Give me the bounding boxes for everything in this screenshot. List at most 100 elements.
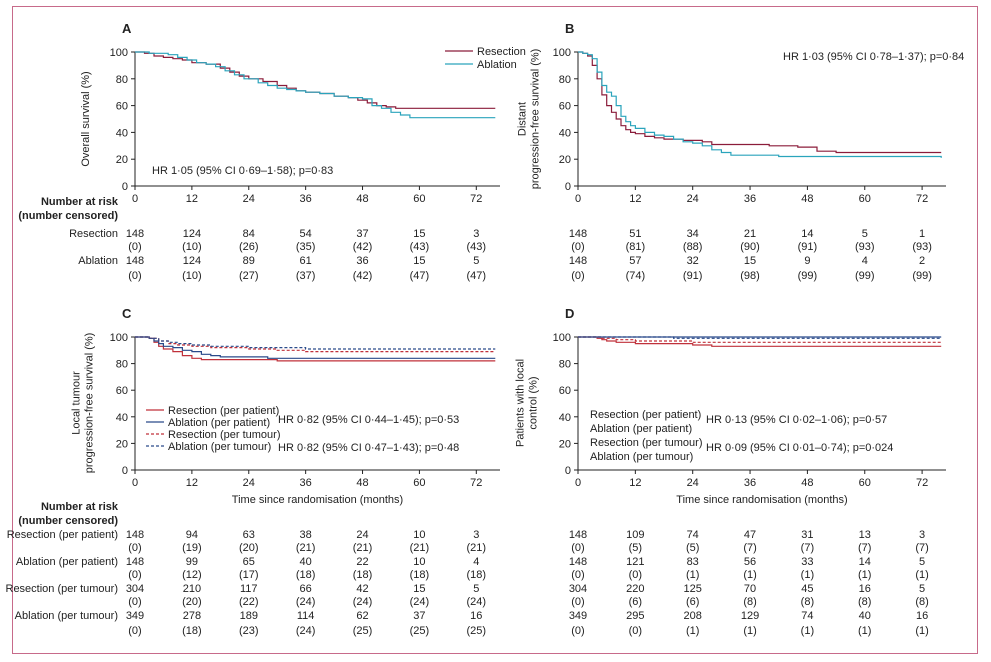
risk-at-risk: 117 xyxy=(240,583,258,595)
x-tick-label: 12 xyxy=(629,193,641,205)
risk-censored: (21) xyxy=(353,542,373,554)
risk-at-risk: 124 xyxy=(183,255,201,267)
y-tick-label: 80 xyxy=(116,74,128,86)
y-tick-label: 20 xyxy=(116,154,128,166)
y-axis-title-line: Local tumour xyxy=(71,371,83,435)
risk-censored: (5) xyxy=(629,542,642,554)
x-tick-label: 48 xyxy=(801,193,813,205)
risk-at-risk: 220 xyxy=(626,583,644,595)
risk-at-risk: 148 xyxy=(569,255,587,267)
risk-censored: (25) xyxy=(467,625,487,637)
x-tick-label: 24 xyxy=(687,193,699,205)
x-axis-title: Time since randomisation (months) xyxy=(676,494,847,506)
y-tick-label: 40 xyxy=(559,412,571,424)
risk-censored: (6) xyxy=(629,596,642,608)
risk-row: Ablation (per patient) 148 99 65 40 22 10 4 (0) (… xyxy=(16,556,486,581)
risk-censored: (20) xyxy=(182,596,202,608)
risk-at-risk: 5 xyxy=(862,228,868,240)
risk-censored: (18) xyxy=(353,569,373,581)
risk-censored: (0) xyxy=(128,241,141,253)
y-axis-title: Patients with local control (%) xyxy=(515,359,540,447)
series-line-0 xyxy=(578,336,942,347)
risk-at-risk: 121 xyxy=(626,556,644,568)
risk-at-risk: 47 xyxy=(744,529,756,541)
risk-censored: (74) xyxy=(626,270,646,282)
risk-at-risk: 148 xyxy=(126,228,144,240)
series-line-0 xyxy=(578,51,942,154)
risk-row: 148 109 74 47 31 13 3 (0) (5) (5) (7) (7) (7) (7) xyxy=(569,529,929,554)
series-line-1 xyxy=(578,51,942,158)
y-tick-label: 60 xyxy=(559,101,571,113)
risk-header: Number at risk xyxy=(41,501,119,513)
risk-censored: (0) xyxy=(629,569,642,581)
x-tick-label: 12 xyxy=(186,193,198,205)
risk-at-risk: 33 xyxy=(801,556,813,568)
x-tick-label: 36 xyxy=(300,477,312,489)
series-line-3 xyxy=(135,336,496,350)
risk-censored: (6) xyxy=(686,596,699,608)
legend-label: Ablation (per tumour) xyxy=(168,441,271,453)
risk-censored: (88) xyxy=(683,241,703,253)
risk-at-risk: 5 xyxy=(473,583,479,595)
y-tick-label: 20 xyxy=(559,438,571,450)
risk-censored: (24) xyxy=(410,596,430,608)
risk-censored: (8) xyxy=(743,596,756,608)
legend-label: Ablation xyxy=(477,59,517,71)
x-tick-label: 48 xyxy=(801,477,813,489)
series-line-0 xyxy=(135,51,496,109)
risk-row: 148 121 83 56 33 14 5 (0) (0) (1) (1) (1) (1) (1) xyxy=(569,556,929,581)
risk-at-risk: 57 xyxy=(629,255,641,267)
risk-at-risk: 22 xyxy=(356,556,368,568)
risk-at-risk: 189 xyxy=(240,610,258,622)
risk-header: (number censored) xyxy=(18,210,118,222)
risk-at-risk: 5 xyxy=(473,255,479,267)
y-axis-title: Distant progression-free survival (%) xyxy=(517,49,542,190)
risk-at-risk: 89 xyxy=(243,255,255,267)
risk-censored: (12) xyxy=(182,569,202,581)
risk-row: Resection (per patient) 148 94 63 38 24 10 3 (0)… xyxy=(7,529,486,554)
risk-at-risk: 114 xyxy=(297,610,315,622)
risk-censored: (1) xyxy=(743,569,756,581)
risk-at-risk: 56 xyxy=(744,556,756,568)
risk-censored: (90) xyxy=(740,241,760,253)
risk-censored: (20) xyxy=(239,542,259,554)
risk-censored: (5) xyxy=(686,542,699,554)
x-tick-label: 48 xyxy=(356,477,368,489)
risk-row-label: Resection xyxy=(69,228,118,240)
x-tick-label: 24 xyxy=(243,477,255,489)
risk-at-risk: 109 xyxy=(626,529,644,541)
x-tick-label: 72 xyxy=(470,477,482,489)
risk-at-risk: 31 xyxy=(801,529,813,541)
legend-label: Resection (per patient) xyxy=(168,405,279,417)
risk-censored: (91) xyxy=(798,241,818,253)
risk-at-risk: 16 xyxy=(916,610,928,622)
figure-frame xyxy=(12,6,978,654)
risk-censored: (47) xyxy=(467,270,487,282)
risk-at-risk: 4 xyxy=(862,255,868,267)
risk-at-risk: 1 xyxy=(919,228,925,240)
y-tick-label: 80 xyxy=(116,359,128,371)
risk-censored: (22) xyxy=(239,596,259,608)
x-tick-label: 48 xyxy=(356,193,368,205)
y-axis-title-line: progression-free survival (%) xyxy=(530,49,542,190)
legend-label: Resection (per tumour) xyxy=(590,437,703,449)
risk-censored: (24) xyxy=(296,596,316,608)
x-tick-label: 0 xyxy=(132,477,138,489)
risk-censored: (10) xyxy=(182,270,202,282)
risk-at-risk: 13 xyxy=(859,529,871,541)
y-axis-title-line: Distant xyxy=(517,102,529,136)
risk-at-risk: 349 xyxy=(126,610,144,622)
risk-censored: (99) xyxy=(798,270,818,282)
risk-censored: (81) xyxy=(626,241,646,253)
risk-censored: (24) xyxy=(467,596,487,608)
risk-at-risk: 3 xyxy=(473,529,479,541)
risk-censored: (0) xyxy=(571,569,584,581)
panel-C: C 0 20 40 60 80 100 0 12 24 36 48 60 72 Local tumour pr… xyxy=(6,306,500,637)
risk-at-risk: 70 xyxy=(744,583,756,595)
y-tick-label: 20 xyxy=(559,154,571,166)
risk-censored: (98) xyxy=(740,270,760,282)
risk-censored: (19) xyxy=(182,542,202,554)
risk-row: 148 57 32 15 9 4 2 (0) (74) (91) (98) (99) (99) (99) xyxy=(569,255,932,282)
